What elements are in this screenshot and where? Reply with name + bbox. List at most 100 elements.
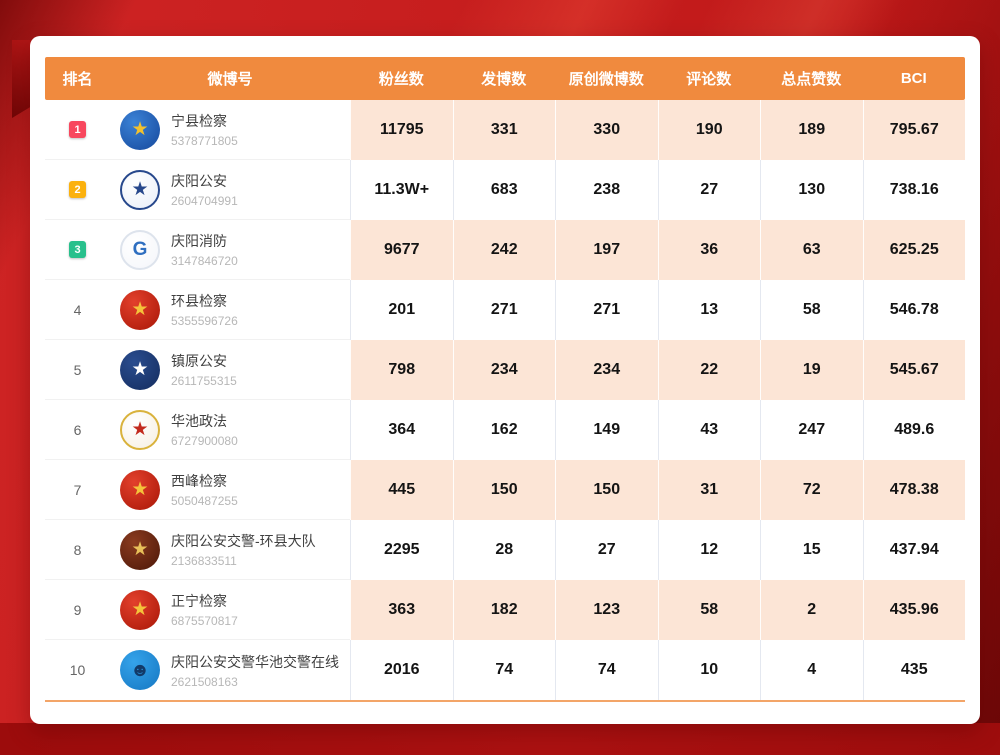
table-row: 4 ★ 环县检察 5355596726 201 271 271 13 58 54…: [45, 280, 965, 340]
table-row: 7 ★ 西峰检察 5050487255 445 150 150 31 72 47…: [45, 460, 965, 520]
followers-cell: 2016: [350, 640, 453, 700]
account-cell: ★ 宁县检察 5378771805: [110, 100, 350, 160]
posts-cell: 150: [452, 460, 555, 520]
account-id: 3147846720: [171, 254, 238, 268]
bci-cell: 435.96: [862, 580, 965, 640]
posts-cell: 242: [452, 220, 555, 280]
followers-cell: 11.3W+: [350, 160, 453, 220]
rank-cell: 4: [45, 280, 110, 340]
header-likes: 总点赞数: [781, 71, 842, 88]
bottom-strip: [0, 723, 1000, 755]
bci-cell: 625.25: [862, 220, 965, 280]
header-followers: 粉丝数: [378, 71, 424, 88]
likes-cell: 19: [760, 340, 863, 400]
table-body: 1 ★ 宁县检察 5378771805 11795 331 330 190 18…: [45, 100, 965, 700]
rank-badge: 3: [69, 241, 86, 258]
posts-cell: 28: [452, 520, 556, 580]
account-names: 庆阳消防 3147846720: [171, 231, 238, 268]
likes-cell: 189: [760, 100, 863, 160]
table-row: 6 ★ 华池政法 6727900080 364 162 149 43 247 4…: [45, 400, 965, 460]
bci-cell: 546.78: [862, 280, 966, 340]
posts-cell: 271: [452, 280, 556, 340]
bci-cell: 738.16: [862, 160, 966, 220]
account-names: 镇原公安 2611755315: [171, 351, 237, 388]
account-names: 庆阳公安交警华池交警在线 2621508163: [171, 652, 339, 689]
posts-cell: 683: [452, 160, 556, 220]
rank-cell: 5: [45, 340, 110, 400]
bci-cell: 795.67: [862, 100, 965, 160]
rank-number: 5: [73, 361, 82, 378]
account-id: 2621508163: [171, 674, 238, 689]
posts-cell: 331: [452, 100, 555, 160]
followers-cell: 201: [350, 280, 453, 340]
account-avatar-icon: ★: [120, 469, 160, 510]
account-avatar-icon: ★: [120, 589, 160, 630]
table-row: 8 ★ 庆阳公安交警-环县大队 2136833511 2295 28 27 12…: [45, 520, 965, 580]
table-row: 5 ★ 镇原公安 2611755315 798 234 234 22 19 54…: [45, 340, 965, 400]
table-row: 10 ☻ 庆阳公安交警华池交警在线 2621508163 2016 74 74 …: [45, 640, 965, 700]
account-cell: ★ 庆阳公安交警-环县大队 2136833511: [110, 520, 350, 580]
account-names: 环县检察 5355596726: [171, 291, 238, 328]
comments-cell: 58: [657, 580, 760, 640]
table-header: 排名 微博号 粉丝数 发博数 原创微博数 评论数 总点赞数 BCI: [45, 57, 965, 100]
account-cell: ★ 华池政法 6727900080: [110, 400, 350, 460]
original-posts-cell: 74: [555, 640, 658, 700]
posts-cell: 162: [452, 400, 556, 460]
account-name: 庆阳公安交警华池交警在线: [171, 653, 339, 670]
account-cell: ★ 环县检察 5355596726: [110, 280, 350, 340]
rank-cell: 3: [45, 220, 110, 280]
account-names: 宁县检察 5378771805: [171, 111, 238, 148]
original-posts-cell: 330: [555, 100, 658, 160]
bci-cell: 545.67: [862, 340, 965, 400]
account-id: 5355596726: [171, 314, 238, 328]
rank-badge: 1: [69, 121, 86, 138]
account-cell: ★ 镇原公安 2611755315: [110, 340, 350, 400]
account-avatar-icon: ★: [120, 529, 160, 570]
likes-cell: 247: [760, 400, 863, 460]
comments-cell: 190: [657, 100, 760, 160]
followers-cell: 2295: [350, 520, 453, 580]
followers-cell: 364: [350, 400, 453, 460]
account-avatar-icon: ☻: [120, 650, 160, 690]
table-row: 3 G 庆阳消防 3147846720 9677 242 197 36 63 6…: [45, 220, 965, 280]
account-avatar-icon: G: [120, 229, 160, 270]
account-id: 5050487255: [171, 494, 238, 508]
account-name: 环县检察: [171, 293, 227, 309]
rank-number: 10: [69, 662, 86, 678]
table-row: 9 ★ 正宁检察 6875570817 363 182 123 58 2 435…: [45, 580, 965, 640]
account-names: 西峰检察 5050487255: [171, 471, 238, 508]
account-cell: ★ 正宁检察 6875570817: [110, 580, 350, 640]
account-name: 庆阳公安交警-环县大队: [171, 533, 316, 549]
bci-cell: 489.6: [862, 400, 966, 460]
account-cell: ★ 西峰检察 5050487255: [110, 460, 350, 520]
followers-cell: 11795: [350, 100, 453, 160]
account-id: 2604704991: [171, 194, 238, 208]
comments-cell: 13: [657, 280, 761, 340]
rank-cell: 2: [45, 160, 110, 220]
account-avatar-icon: ★: [120, 349, 160, 390]
likes-cell: 4: [760, 640, 863, 700]
header-bci: BCI: [900, 70, 927, 87]
account-name: 正宁检察: [171, 593, 227, 609]
account-name: 宁县检察: [171, 113, 227, 129]
account-cell: ☻ 庆阳公安交警华池交警在线 2621508163: [110, 640, 350, 700]
original-posts-cell: 27: [555, 520, 658, 580]
header-account: 微博号: [207, 71, 253, 88]
comments-cell: 43: [657, 400, 761, 460]
account-names: 华池政法 6727900080: [171, 411, 238, 448]
ranking-card: 排名 微博号 粉丝数 发博数 原创微博数 评论数 总点赞数 BCI 1 ★ 宁县检察 5378…: [30, 36, 980, 724]
likes-cell: 15: [760, 520, 863, 580]
account-avatar-icon: ★: [120, 409, 160, 450]
account-id: 2611755315: [171, 374, 237, 388]
account-avatar-icon: ★: [120, 289, 160, 330]
rank-cell: 6: [45, 400, 110, 460]
posts-cell: 234: [452, 340, 555, 400]
comments-cell: 10: [657, 640, 761, 700]
posts-cell: 74: [452, 640, 556, 700]
rank-cell: 10: [45, 640, 110, 700]
account-cell: ★ 庆阳公安 2604704991: [110, 160, 350, 220]
comments-cell: 12: [657, 520, 761, 580]
account-names: 庆阳公安 2604704991: [171, 171, 238, 208]
original-posts-cell: 271: [555, 280, 658, 340]
comments-cell: 36: [657, 220, 760, 280]
